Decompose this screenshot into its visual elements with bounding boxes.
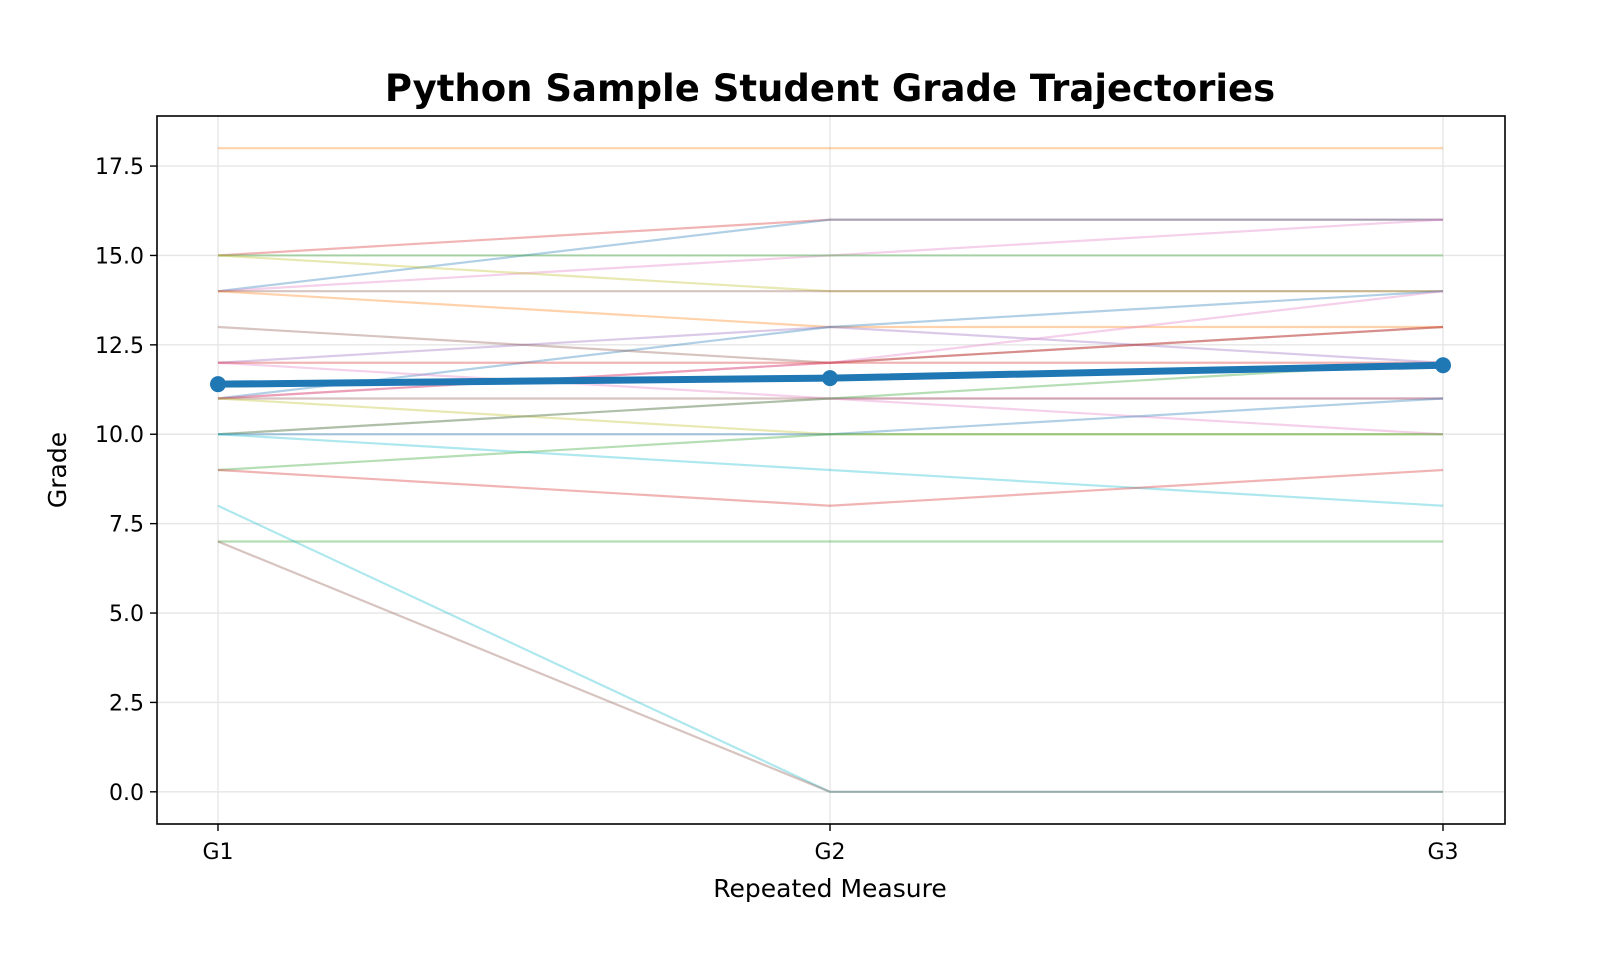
student-line (217, 361, 1443, 400)
y-tick-label: 2.5 (109, 691, 144, 716)
y-axis-title: Grade (43, 432, 72, 508)
student-line (217, 290, 1444, 400)
x-tick-label: G1 (202, 840, 233, 865)
student-line (217, 361, 1444, 436)
plot-frame (156, 115, 1506, 825)
student-line (217, 397, 1443, 436)
student-line (217, 290, 1443, 329)
student-line (217, 254, 1443, 293)
student-line (218, 397, 1444, 436)
y-tick-label: 5.0 (109, 602, 144, 627)
student-line (217, 218, 1443, 257)
student-line (217, 325, 1444, 364)
x-axis-title: Repeated Measure (713, 874, 946, 903)
student-line (217, 218, 1443, 293)
student-line (217, 504, 1443, 793)
student-line (217, 468, 1444, 507)
y-tick-label: 15.0 (95, 244, 144, 269)
student-line (217, 433, 1444, 507)
mean-point (1435, 357, 1451, 374)
y-tick-label: 0.0 (109, 781, 144, 806)
mean-point (210, 376, 226, 393)
y-axis: 0.0 2.5 5.0 7.5 10.0 12.5 15.0 17.5 (95, 155, 157, 806)
y-tick-label: 17.5 (95, 155, 144, 180)
x-tick-label: G2 (814, 840, 845, 865)
student-series (217, 147, 1444, 793)
grid-lines (157, 116, 1505, 824)
mean-series (210, 357, 1451, 393)
x-axis: G1 G2 G3 (202, 824, 1459, 865)
y-tick-label: 7.5 (109, 513, 144, 538)
y-tick-label: 10.0 (95, 423, 144, 448)
mean-point (822, 370, 838, 387)
student-line (217, 540, 1443, 793)
student-line (217, 433, 1443, 472)
x-tick-label: G3 (1427, 840, 1458, 865)
y-tick-label: 12.5 (95, 334, 144, 359)
student-line (217, 218, 1444, 293)
student-line (217, 290, 1444, 400)
student-line (217, 325, 1444, 364)
student-line (217, 397, 1444, 436)
chart-title: Python Sample Student Grade Trajectories (385, 67, 1275, 110)
student-line (217, 325, 1444, 400)
